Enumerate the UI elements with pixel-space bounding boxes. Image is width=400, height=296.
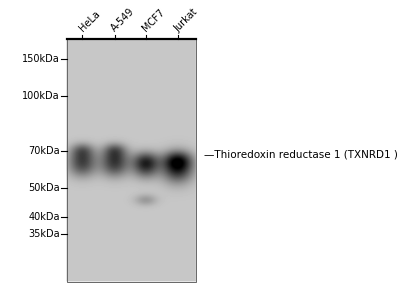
- Text: 40kDa: 40kDa: [28, 212, 60, 222]
- Bar: [67, 39, 196, 282]
- Text: 70kDa: 70kDa: [28, 146, 60, 156]
- Text: HeLa: HeLa: [77, 9, 102, 34]
- Text: A-549: A-549: [109, 7, 136, 34]
- Text: 100kDa: 100kDa: [22, 91, 60, 101]
- Text: 50kDa: 50kDa: [28, 183, 60, 193]
- Text: Jurkat: Jurkat: [172, 7, 199, 34]
- Text: 35kDa: 35kDa: [28, 229, 60, 239]
- Text: —Thioredoxin reductase 1 (TXNRD1 ): —Thioredoxin reductase 1 (TXNRD1 ): [204, 149, 398, 159]
- Text: 150kDa: 150kDa: [22, 54, 60, 65]
- Text: MCF7: MCF7: [140, 7, 166, 34]
